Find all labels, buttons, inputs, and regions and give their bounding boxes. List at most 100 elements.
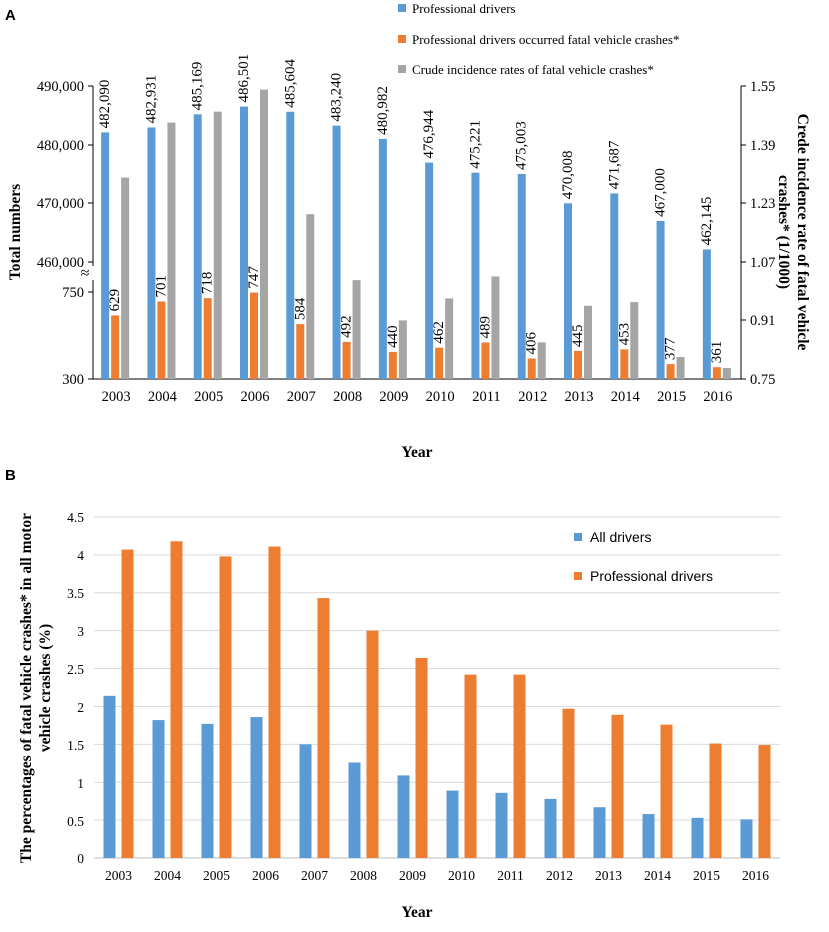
y-tick-300: 300 xyxy=(62,372,84,388)
bar-a-fatal-crashes-2008 xyxy=(342,341,351,379)
bar-a-professional-drivers-2007 xyxy=(286,111,295,380)
bar-b-all-drivers-2003 xyxy=(103,695,116,858)
x-tick-a-2012: 2012 xyxy=(518,389,547,405)
label-a-professional-drivers-2003: 482,090 xyxy=(97,80,113,129)
b-y-tick-3.5: 3.5 xyxy=(67,586,84,601)
legend-a-fatal-crashes: Professional drivers occurred fatal vehi… xyxy=(412,32,679,47)
bar-a-incidence-rate-2013 xyxy=(584,305,592,379)
bar-a-fatal-crashes-2005 xyxy=(203,298,212,379)
bar-b-professional-drivers-2007 xyxy=(317,598,330,858)
bar-a-fatal-crashes-2003 xyxy=(111,315,120,379)
bar-b-professional-drivers-2003 xyxy=(121,549,134,858)
bar-a-fatal-crashes-2013 xyxy=(574,350,582,379)
label-a-fatal-crashes-2003: 629 xyxy=(107,289,123,312)
y2-tick-1.55: 1.55 xyxy=(750,79,775,95)
bar-a-fatal-crashes-2015 xyxy=(666,364,675,379)
legend-b-professional-drivers: Professional drivers xyxy=(590,568,713,584)
bar-b-all-drivers-2005 xyxy=(201,723,214,858)
label-a-fatal-crashes-2016: 361 xyxy=(709,341,725,364)
bar-a-incidence-rate-2012 xyxy=(537,342,546,379)
x-tick-b-2011: 2011 xyxy=(497,868,524,883)
x-tick-b-2003: 2003 xyxy=(105,868,132,883)
panel-b-letter: B xyxy=(5,467,16,484)
panel-a-y2-axis-title-line1: Crede incidence rate of fatal vehicle xyxy=(794,114,811,351)
label-a-fatal-crashes-2004: 701 xyxy=(153,275,169,298)
bar-b-professional-drivers-2016 xyxy=(758,745,771,858)
bar-b-all-drivers-2016 xyxy=(740,819,753,858)
panel-b-y-axis-title-line1: The percentages of fatal vehicle crashes… xyxy=(18,513,35,863)
bar-a-fatal-crashes-2006 xyxy=(250,292,258,379)
y-tick-750: 750 xyxy=(62,285,84,301)
legend-a-swatch-professional xyxy=(398,4,406,12)
legend-b-swatch-all xyxy=(574,533,582,541)
bar-a-fatal-crashes-2004 xyxy=(157,301,166,379)
x-tick-a-2015: 2015 xyxy=(657,389,686,405)
panel-b-y-ticks: 4.5 4 3.5 3 2.5 2 1.5 1 0.5 0 xyxy=(67,510,84,866)
bar-b-professional-drivers-2013 xyxy=(611,714,624,858)
label-a-professional-drivers-2009: 480,982 xyxy=(375,86,391,135)
x-tick-b-2014: 2014 xyxy=(644,868,671,883)
bar-b-all-drivers-2008 xyxy=(348,762,361,858)
bar-b-all-drivers-2007 xyxy=(299,744,312,858)
bar-a-professional-drivers-2011 xyxy=(471,172,480,379)
bar-a-professional-drivers-2015 xyxy=(656,220,665,379)
x-tick-a-2003: 2003 xyxy=(102,389,131,405)
panel-b-y-axis-title-line2: vehicle crashes (%) xyxy=(37,624,54,752)
bar-b-professional-drivers-2015 xyxy=(709,743,722,858)
panel-a-x-axis-title: Year xyxy=(402,444,433,461)
bar-a-professional-drivers-2008 xyxy=(332,125,341,380)
bar-b-professional-drivers-2011 xyxy=(513,674,526,858)
panel-a-letter: A xyxy=(5,7,16,24)
bar-b-professional-drivers-2009 xyxy=(415,657,428,858)
bar-a-professional-drivers-2006 xyxy=(240,106,248,379)
bar-a-professional-drivers-2013 xyxy=(564,203,572,379)
bar-a-professional-drivers-2003 xyxy=(101,132,110,379)
x-tick-b-2010: 2010 xyxy=(448,868,475,883)
bar-b-professional-drivers-2005 xyxy=(219,556,232,858)
bar-a-fatal-crashes-2007 xyxy=(296,324,305,379)
panel-a-y-axis-title: Total numbers xyxy=(7,184,24,280)
x-tick-b-2005: 2005 xyxy=(203,868,230,883)
x-tick-a-2007: 2007 xyxy=(287,389,316,405)
panel-a-left-ticks: 490,000 480,000 470,000 460,000 750 300 xyxy=(37,79,93,388)
bar-a-incidence-rate-2006 xyxy=(260,89,268,379)
legend-a: Professional drivers Professional driver… xyxy=(398,1,679,77)
label-a-fatal-crashes-2011: 489 xyxy=(477,316,493,339)
bar-a-professional-drivers-2005 xyxy=(193,114,202,380)
panel-a-y2-axis-title-line2: crashes* (1/1000) xyxy=(775,175,792,289)
bar-a-fatal-crashes-2009 xyxy=(388,351,397,379)
label-a-professional-drivers-2015: 467,000 xyxy=(653,168,669,217)
label-a-fatal-crashes-2007: 584 xyxy=(292,297,308,320)
b-y-tick-0: 0 xyxy=(77,851,84,866)
bar-a-professional-drivers-2014 xyxy=(610,193,619,379)
x-tick-a-2006: 2006 xyxy=(241,389,270,405)
bar-a-fatal-crashes-2010 xyxy=(435,347,444,379)
bar-a-incidence-rate-2003 xyxy=(121,177,130,379)
panel-b-bars: 2003 2004 2005 2006 2007 2008 2009 2010 2011 2012… xyxy=(103,541,771,883)
panel-b-gridlines xyxy=(94,516,780,821)
label-a-professional-drivers-2004: 482,931 xyxy=(143,75,159,124)
label-a-professional-drivers-2008: 483,240 xyxy=(329,73,345,122)
bar-a-incidence-rate-2009 xyxy=(398,320,407,379)
legend-b-swatch-professional xyxy=(574,572,582,580)
legend-b: All drivers Professional drivers xyxy=(574,529,713,584)
x-tick-a-2005: 2005 xyxy=(194,389,223,405)
bar-b-all-drivers-2009 xyxy=(397,775,410,858)
x-tick-b-2013: 2013 xyxy=(595,868,622,883)
bar-b-professional-drivers-2008 xyxy=(366,630,379,858)
bar-a-incidence-rate-2015 xyxy=(676,357,685,379)
y2-tick-1.39: 1.39 xyxy=(750,138,775,154)
bar-b-professional-drivers-2012 xyxy=(562,708,575,858)
x-tick-a-2014: 2014 xyxy=(611,389,641,405)
legend-a-swatch-incidence xyxy=(398,65,406,73)
label-a-professional-drivers-2014: 471,687 xyxy=(606,140,622,189)
label-a-fatal-crashes-2014: 453 xyxy=(616,323,632,346)
b-y-tick-0.5: 0.5 xyxy=(67,814,84,829)
legend-a-professional-drivers: Professional drivers xyxy=(412,1,516,16)
y-tick-490000: 490,000 xyxy=(37,79,84,95)
label-a-fatal-crashes-2013: 445 xyxy=(570,324,586,347)
x-tick-a-2011: 2011 xyxy=(472,389,500,405)
x-tick-a-2013: 2013 xyxy=(565,389,594,405)
x-tick-b-2008: 2008 xyxy=(350,868,377,883)
